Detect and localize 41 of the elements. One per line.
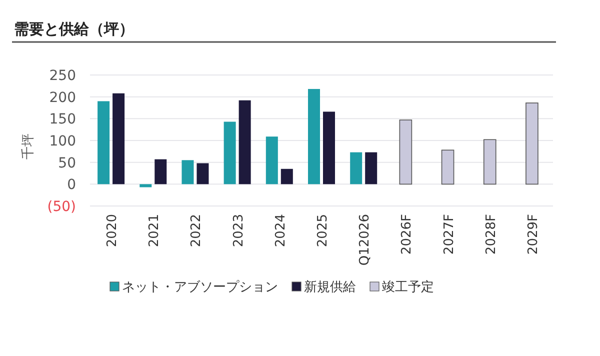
x-tick-label: 2029F bbox=[526, 214, 541, 255]
legend-label: 竣工予定 bbox=[382, 280, 434, 295]
x-tick-label: 2024 bbox=[273, 214, 288, 248]
bar bbox=[98, 101, 110, 184]
y-tick-label: (50) bbox=[47, 199, 76, 215]
x-tick-label: 2026F bbox=[400, 214, 415, 255]
bar bbox=[441, 150, 454, 185]
y-tick-label: 100 bbox=[49, 134, 76, 150]
x-tick-label: Q12026 bbox=[358, 214, 373, 266]
bar bbox=[154, 159, 167, 184]
chart-title: 需要と供給（坪） bbox=[14, 20, 134, 38]
x-tick-label: 2023 bbox=[231, 214, 246, 248]
bar bbox=[196, 163, 209, 184]
bar bbox=[526, 102, 538, 185]
bar bbox=[238, 100, 251, 184]
y-tick-label: 150 bbox=[49, 112, 76, 128]
bar bbox=[266, 136, 278, 184]
bar bbox=[308, 88, 320, 184]
bar bbox=[182, 160, 194, 184]
bar bbox=[224, 122, 236, 184]
x-tick-label: 2028F bbox=[484, 214, 499, 255]
bar bbox=[140, 184, 152, 188]
legend-label: ネット・アブソープション bbox=[122, 280, 278, 295]
y-tick-label: 250 bbox=[49, 68, 76, 84]
x-tick-label: 2021 bbox=[147, 214, 162, 248]
legend-label: 新規供給 bbox=[304, 280, 356, 295]
y-tick-label: 50 bbox=[58, 155, 76, 172]
x-tick-label: 2022 bbox=[189, 214, 204, 248]
y-tick-label: 0 bbox=[67, 177, 76, 194]
y-tick-label: 200 bbox=[49, 90, 76, 106]
x-tick-label: 2025 bbox=[316, 214, 330, 248]
y-axis-title: 千坪 bbox=[21, 134, 36, 160]
bar bbox=[350, 152, 362, 184]
bar bbox=[483, 139, 496, 185]
x-tick-label: 2027F bbox=[442, 214, 457, 255]
x-tick-label: 2020 bbox=[105, 214, 120, 248]
bar bbox=[280, 168, 293, 184]
bar bbox=[365, 152, 378, 184]
bar bbox=[112, 93, 125, 184]
bar bbox=[399, 120, 412, 185]
bar bbox=[323, 112, 335, 184]
